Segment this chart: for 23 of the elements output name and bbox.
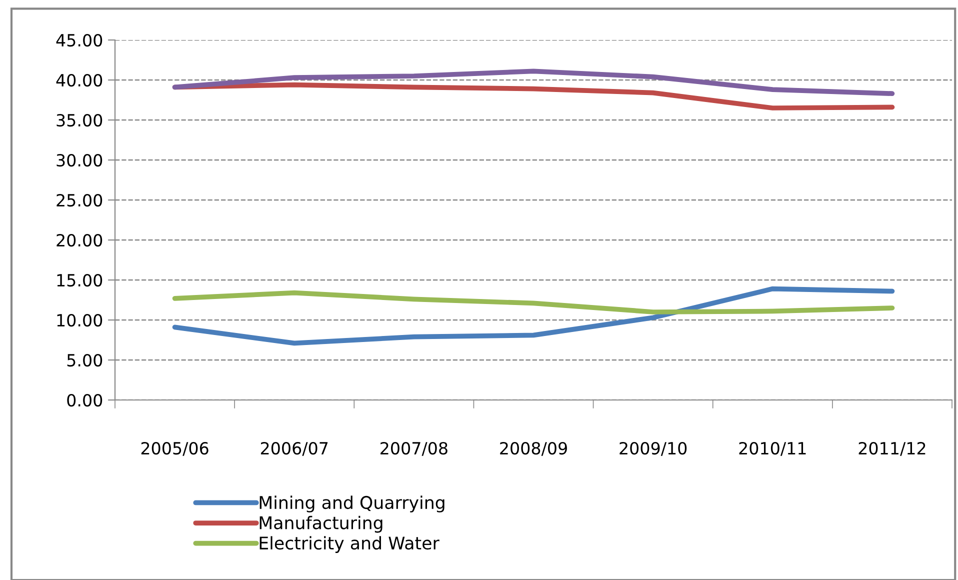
y-tick-label: 30.00	[56, 154, 102, 167]
x-tick-label: 2005/06	[141, 442, 208, 456]
x-tick-label: 2011/12	[858, 442, 926, 456]
y-tick-label: 20.00	[56, 234, 102, 247]
x-tick-label: 2008/09	[500, 442, 567, 456]
y-tick-label: 0.00	[67, 394, 102, 407]
y-tick-label: 10.00	[57, 314, 102, 327]
legend-label: Manufacturing	[260, 516, 382, 533]
line-series	[172, 286, 895, 346]
x-tick-label: 2006/07	[260, 442, 328, 456]
x-tick-label: 2010/11	[739, 442, 806, 456]
y-tick-label: 40.00	[56, 74, 102, 87]
y-tick-label: 45.00	[56, 34, 102, 47]
legend-label: Electricity and Water	[260, 536, 440, 553]
y-tick-label: 25.00	[56, 194, 102, 207]
y-tick-label: 15.00	[57, 274, 102, 287]
y-tick-label: 35.00	[56, 114, 102, 127]
x-tick-label: 2009/10	[620, 442, 687, 456]
line-series	[172, 290, 895, 314]
legend-label: Mining and Quarrying	[260, 496, 444, 512]
line-series	[172, 68, 895, 96]
y-tick-label: 5.00	[67, 354, 102, 367]
x-tick-label: 2007/08	[380, 442, 448, 456]
